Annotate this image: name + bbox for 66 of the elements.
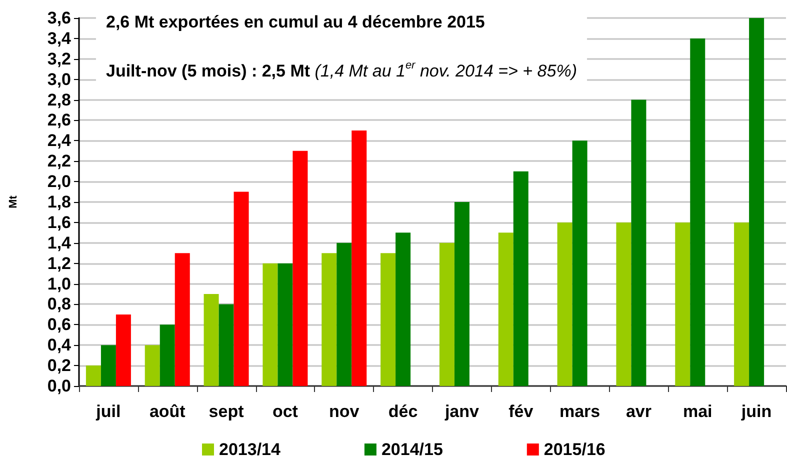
chart-title: 2,6 Mt exportées en cumul au 4 décembre 2015 (106, 12, 485, 32)
x-tick-label: fév (508, 402, 534, 421)
x-tick-label: août (149, 402, 186, 421)
x-tick-label: mars (559, 402, 600, 421)
y-tick-label: 1,4 (47, 233, 72, 252)
bar (160, 324, 175, 386)
bar (690, 38, 706, 386)
bar (336, 242, 352, 386)
y-tick-label: 2,4 (47, 131, 72, 150)
y-tick-label: 1,0 (47, 274, 71, 294)
y-tick-label: 1,2 (47, 254, 71, 273)
x-tick-label: juin (740, 402, 772, 421)
x-tick-label: juil (95, 402, 121, 421)
bar (234, 192, 249, 386)
bar (218, 304, 234, 386)
bar (322, 253, 337, 386)
bar (174, 253, 190, 386)
y-tick-label: 0,2 (47, 356, 71, 376)
y-tick-label: 0,0 (47, 376, 71, 396)
bar (572, 140, 588, 386)
x-tick-label: mai (682, 402, 712, 421)
x-tick-label: sept (208, 402, 244, 421)
y-tick-label: 1,6 (47, 212, 71, 232)
y-axis-title: Mt (8, 195, 20, 208)
y-tick-label: 3,4 (47, 28, 72, 48)
y-tick-label: 3,2 (47, 49, 71, 68)
bar (454, 202, 470, 386)
bar (631, 100, 646, 386)
bar (439, 242, 454, 386)
y-tick-label: 0,4 (47, 336, 72, 355)
bar (616, 222, 632, 386)
y-tick-label: 3,0 (47, 70, 71, 89)
bar (396, 232, 411, 386)
y-tick-label: 2,2 (47, 152, 71, 171)
bar (380, 253, 396, 386)
x-tick-label: janv (444, 402, 480, 421)
legend-label: 2014/15 (381, 440, 443, 459)
bar (116, 314, 131, 386)
y-tick-label: 2,8 (47, 90, 71, 110)
bar (144, 345, 160, 386)
bar (86, 366, 101, 386)
x-tick-label: nov (329, 402, 360, 421)
y-tick-label: 1,8 (47, 192, 71, 212)
x-tick-label: oct (272, 402, 298, 421)
x-tick-label: avr (626, 402, 652, 421)
y-tick-label: 0,6 (47, 315, 71, 334)
bar (498, 232, 514, 386)
y-tick-label: 2,6 (47, 110, 71, 130)
bar (278, 263, 293, 386)
y-tick-label: 3,6 (47, 8, 71, 28)
bar (100, 345, 116, 386)
bar (204, 294, 219, 386)
bar (262, 263, 278, 386)
bar (352, 130, 367, 386)
legend-label: 2015/16 (544, 440, 606, 459)
bar (557, 222, 572, 386)
x-tick-label: déc (388, 402, 418, 421)
legend-label: 2013/14 (219, 440, 281, 459)
y-tick-label: 2,0 (47, 172, 71, 192)
y-tick-label: 0,8 (47, 294, 71, 314)
text: Juilt-nov (5 mois) : 2,5 Mt (106, 62, 310, 80)
bar (292, 150, 308, 386)
bar (734, 222, 750, 386)
bar (749, 18, 764, 386)
bar (675, 222, 690, 386)
bar (513, 171, 528, 386)
